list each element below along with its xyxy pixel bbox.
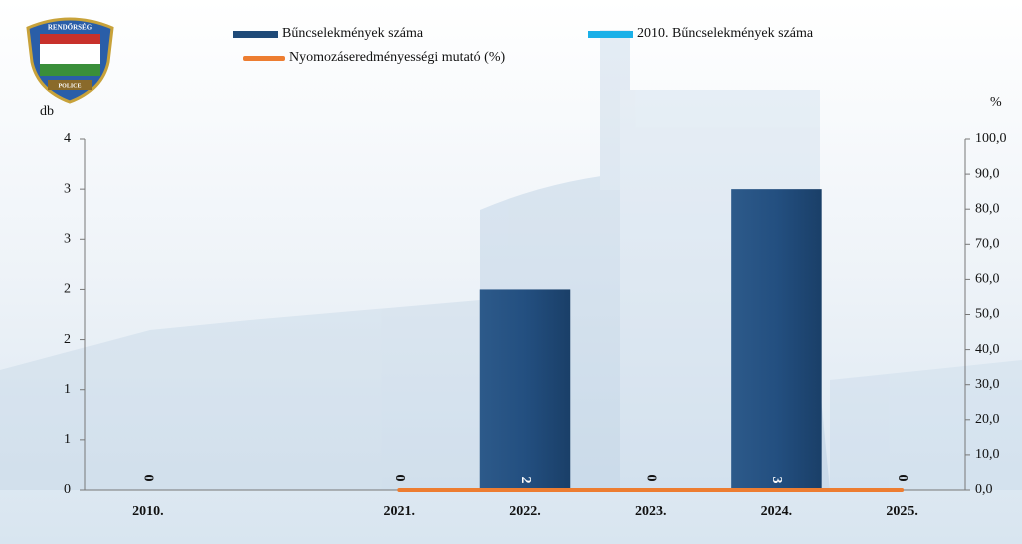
y2-tick-label: 80,0 — [975, 201, 1000, 216]
y-tick-label: 1 — [64, 432, 71, 447]
y-tick-label: 2 — [64, 332, 71, 347]
y-tick-label: 3 — [64, 181, 71, 196]
x-tick-label: 2022. — [509, 504, 541, 519]
y-tick-label: 3 — [64, 232, 71, 247]
y2-tick-label: 60,0 — [975, 272, 1000, 287]
logo-bottom-text: POLICE — [58, 83, 81, 89]
data-label: 2 — [518, 477, 533, 484]
y2-tick-label: 20,0 — [975, 412, 1000, 427]
legend-swatch — [233, 31, 278, 38]
bar — [731, 189, 822, 490]
y-tick-label: 2 — [64, 282, 71, 297]
x-tick-label: 2010. — [132, 504, 164, 519]
logo: RENDŐRSÉG POLICE — [26, 17, 114, 104]
data-label: 0 — [895, 475, 910, 482]
y-axis-label: db — [40, 104, 54, 119]
y2-tick-label: 0,0 — [975, 482, 993, 497]
data-label: 0 — [392, 475, 407, 482]
legend-swatch — [588, 31, 633, 38]
data-label: 0 — [643, 475, 658, 482]
x-tick-label: 2023. — [635, 504, 667, 519]
legend-label: Nyomozáseredményességi mutató (%) — [289, 50, 505, 65]
y-tick-label: 0 — [64, 482, 71, 497]
y2-tick-label: 90,0 — [975, 166, 1000, 181]
y2-tick-label: 70,0 — [975, 237, 1000, 252]
y2-axis-label: % — [990, 95, 1002, 110]
data-label: 3 — [769, 477, 784, 484]
x-tick-label: 2024. — [761, 504, 793, 519]
legend-label: 2010. Bűncselekmények száma — [637, 26, 814, 41]
y2-tick-label: 10,0 — [975, 447, 1000, 462]
y-tick-label: 1 — [64, 382, 71, 397]
logo-top-text: RENDŐRSÉG — [48, 24, 93, 32]
legend-swatch — [243, 56, 285, 61]
y-tick-label: 4 — [64, 131, 71, 146]
bar — [479, 289, 571, 490]
y2-tick-label: 100,0 — [975, 131, 1007, 146]
data-label: 0 — [141, 475, 156, 482]
y2-tick-label: 50,0 — [975, 307, 1000, 322]
x-tick-label: 2021. — [384, 504, 416, 519]
y2-tick-label: 30,0 — [975, 377, 1000, 392]
legend-label: Bűncselekmények száma — [282, 26, 424, 41]
x-tick-label: 2025. — [886, 504, 918, 519]
y2-tick-label: 40,0 — [975, 342, 1000, 357]
